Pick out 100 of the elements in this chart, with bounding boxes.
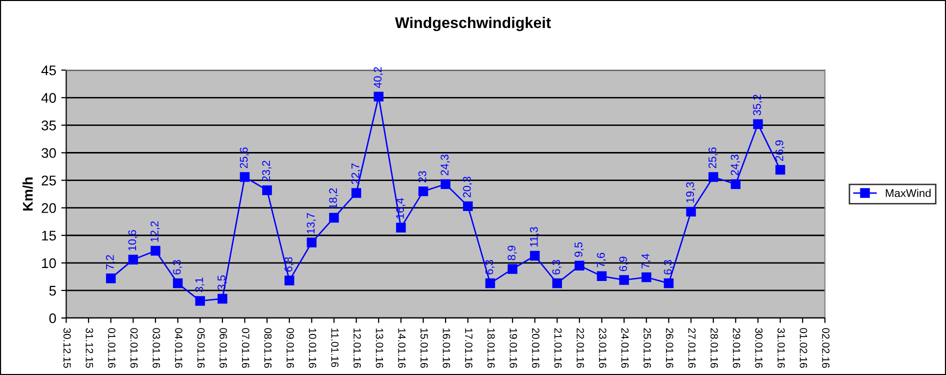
point <box>262 185 272 196</box>
data-label: 11,3 <box>530 227 540 247</box>
x-tick-label: 08.01.16 <box>264 328 272 368</box>
point <box>664 278 674 288</box>
y-tick-label: 15 <box>42 230 56 241</box>
data-label: 6,9 <box>619 256 628 272</box>
data-label: 24,3 <box>440 154 450 176</box>
x-tick-label: 31.12.15 <box>86 328 94 368</box>
data-label: 24,3 <box>730 154 740 176</box>
data-label: 10,6 <box>128 230 138 250</box>
y-tick-label: 35 <box>42 120 56 130</box>
data-label: 7,2 <box>106 255 116 270</box>
point <box>574 260 584 271</box>
point <box>329 212 339 223</box>
x-tick-label: 23.01.16 <box>598 328 606 368</box>
y-tick-label: 45 <box>41 66 56 76</box>
data-label: 12,2 <box>150 221 160 242</box>
x-tick-label: 07.01.16 <box>242 328 250 368</box>
x-tick-label: 19.01.16 <box>510 328 518 368</box>
data-label: 23 <box>418 171 426 182</box>
x-tick-label: 06.01.16 <box>220 328 227 368</box>
point <box>730 179 741 190</box>
point <box>240 172 250 182</box>
data-label: 25,6 <box>708 148 718 168</box>
x-tick-label: 21.01.16 <box>554 328 562 368</box>
y-tick-label: 5 <box>49 286 56 296</box>
data-label: 6,3 <box>172 260 182 274</box>
data-label: 6,3 <box>485 260 494 274</box>
point <box>172 278 183 288</box>
y-tick-label: 40 <box>41 93 56 103</box>
point <box>128 254 138 264</box>
point <box>218 294 228 304</box>
data-label: 26,9 <box>775 140 785 161</box>
x-tick-label: 01.01.16 <box>108 328 116 368</box>
data-label: 35,2 <box>753 94 762 116</box>
data-label: 8,9 <box>508 246 517 260</box>
data-label: 6,3 <box>552 260 562 274</box>
x-tick-label: 22.01.16 <box>576 328 584 368</box>
point <box>642 272 652 282</box>
x-tick-label: 12.01.16 <box>354 328 361 368</box>
x-tick-label: 17.01.16 <box>465 328 472 368</box>
legend-label: MaxWind <box>886 188 931 198</box>
data-label: 9,5 <box>574 242 584 257</box>
data-label: 7,6 <box>596 252 606 268</box>
x-tick-label: 02.02.16 <box>822 328 830 368</box>
point <box>351 188 362 198</box>
x-tick-label: 31.01.16 <box>777 328 785 368</box>
point <box>686 206 696 217</box>
x-tick-label: 15.01.16 <box>420 328 428 368</box>
data-label: 25,6 <box>240 148 250 168</box>
x-tick-label: 14.01.16 <box>398 328 406 368</box>
x-tick-label: 11.01.16 <box>331 328 339 368</box>
point <box>708 172 718 182</box>
data-label: 18,2 <box>329 188 338 209</box>
x-tick-label: 16.01.16 <box>442 328 450 368</box>
data-label: 40,2 <box>374 67 383 88</box>
y-axis-title: Km/h <box>22 178 33 210</box>
y-tick-label: 25 <box>42 176 56 186</box>
point <box>753 119 763 129</box>
data-label: 19,3 <box>686 182 696 203</box>
point <box>195 296 205 306</box>
data-label: 7,4 <box>642 254 651 268</box>
x-tick-label: 09.01.16 <box>286 328 294 368</box>
x-tick-label: 05.01.16 <box>197 328 205 368</box>
y-tick-label: 30 <box>42 148 56 158</box>
x-tick-label: 20.01.16 <box>532 328 540 368</box>
x-tick-label: 30.12.15 <box>63 328 71 368</box>
point <box>374 92 384 102</box>
point <box>596 271 607 281</box>
point <box>440 179 450 190</box>
point <box>106 273 116 284</box>
y-tick-label: 0 <box>49 313 56 324</box>
x-tick-label: 29.01.16 <box>732 328 740 368</box>
x-tick-label: 26.01.16 <box>666 328 674 368</box>
point <box>552 278 562 288</box>
data-label: 6,3 <box>664 260 674 274</box>
point <box>775 164 786 175</box>
x-tick-label: 27.01.16 <box>688 328 696 368</box>
point <box>284 276 294 286</box>
y-tick-label: 10 <box>42 258 56 268</box>
point <box>306 238 317 248</box>
point <box>418 186 428 196</box>
point <box>150 246 160 256</box>
x-tick-label: 10.01.16 <box>308 328 316 368</box>
point <box>396 222 406 233</box>
x-tick-label: 25.01.16 <box>644 328 651 368</box>
x-tick-label: 02.01.16 <box>130 328 138 368</box>
chart-title: Windgeschwindigkeit <box>394 16 551 32</box>
y-tick-label: 20 <box>42 203 56 214</box>
point <box>619 275 629 285</box>
x-tick-label: 28.01.16 <box>710 328 718 368</box>
point <box>463 201 473 212</box>
x-tick-label: 01.02.16 <box>800 328 808 368</box>
data-label: 13,7 <box>306 213 316 234</box>
data-label: 20,3 <box>462 176 472 198</box>
point <box>530 250 540 261</box>
point <box>508 264 518 274</box>
x-tick-label: 30.01.16 <box>755 328 763 368</box>
x-tick-label: 04.01.16 <box>174 328 182 368</box>
x-tick-label: 18.01.16 <box>487 328 495 368</box>
